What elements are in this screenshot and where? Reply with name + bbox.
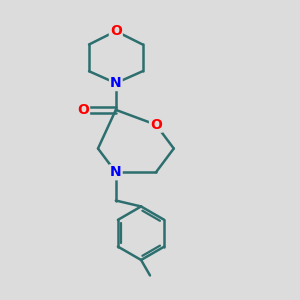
- Text: O: O: [110, 24, 122, 38]
- Text: N: N: [110, 76, 122, 90]
- Text: O: O: [77, 103, 89, 117]
- Text: O: O: [150, 118, 162, 132]
- Text: N: N: [110, 165, 122, 179]
